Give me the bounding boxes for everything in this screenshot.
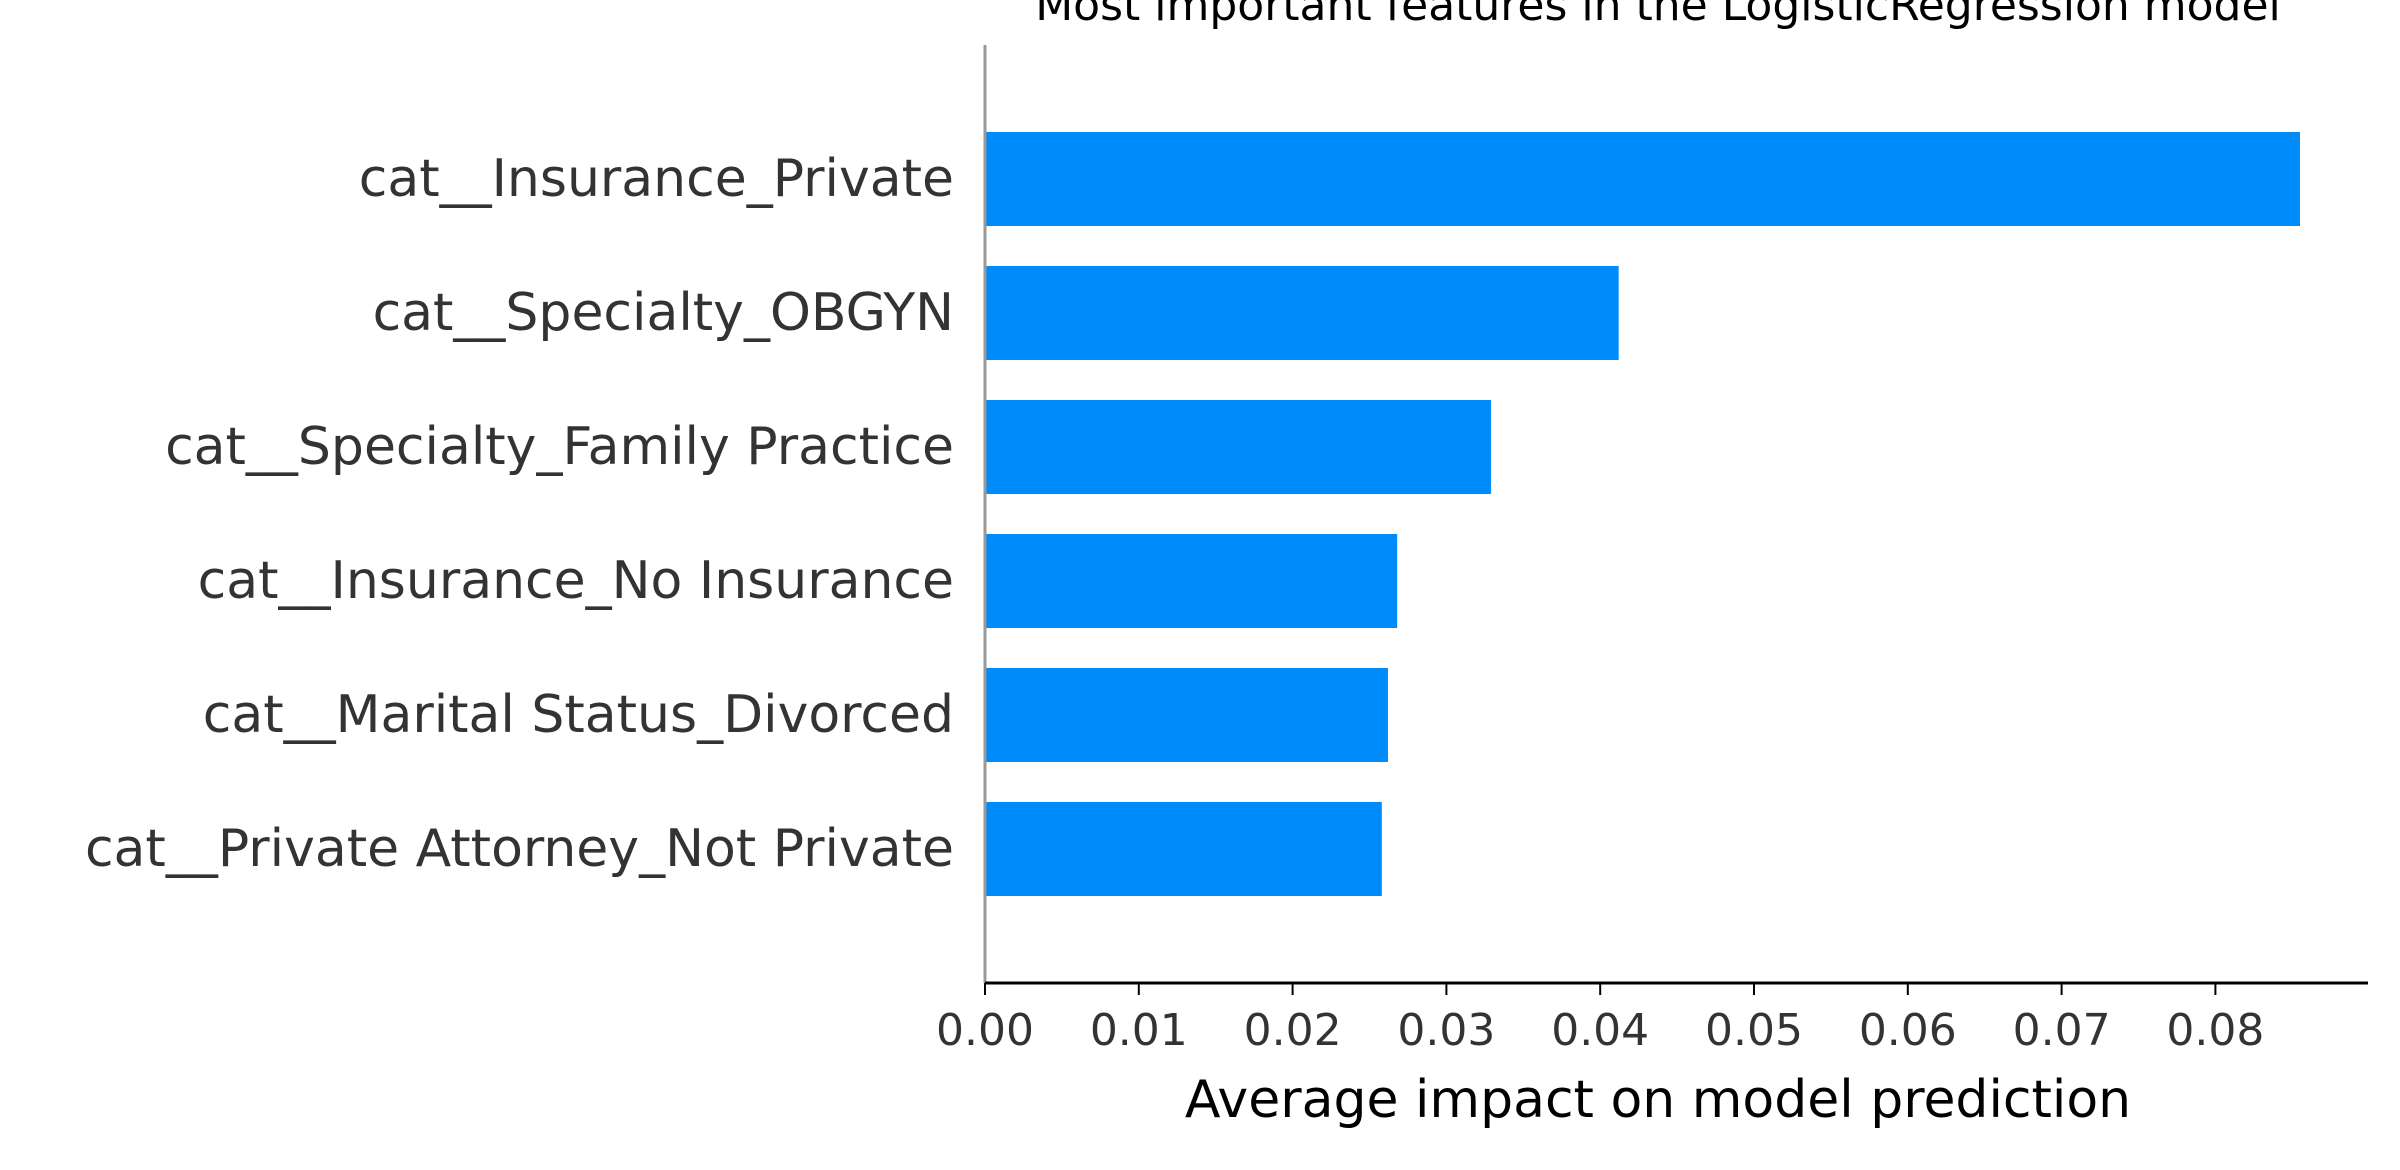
x-tick-label: 0.01: [1090, 1005, 1188, 1056]
x-tick-label: 0.05: [1705, 1005, 1803, 1056]
x-tick-label: 0.04: [1551, 1005, 1649, 1056]
x-tick-label: 0.06: [1859, 1005, 1957, 1056]
category-label: cat__Insurance_No Insurance: [198, 551, 954, 611]
x-axis-title: Average impact on model prediction: [1185, 1070, 2131, 1130]
bar-2: [985, 266, 1619, 360]
bar-1: [985, 132, 2300, 226]
chart-title: Most important features in the LogisticR…: [1035, 0, 2281, 31]
category-label: cat__Private Attorney_Not Private: [85, 819, 954, 879]
bar-6: [985, 802, 1382, 896]
x-tick-label: 0.07: [2013, 1005, 2111, 1056]
category-label: cat__Specialty_OBGYN: [373, 283, 954, 343]
x-tick-label: 0.00: [936, 1005, 1034, 1056]
bars-layer: [985, 132, 2300, 896]
x-tick-label: 0.03: [1397, 1005, 1495, 1056]
x-axis-ticks: 0.00 0.01 0.02 0.03 0.04 0.05 0.06 0.07 0.08: [936, 983, 2264, 1056]
bar-4: [985, 534, 1398, 628]
category-label: cat__Marital Status_Divorced: [203, 685, 954, 745]
x-tick-label: 0.02: [1244, 1005, 1342, 1056]
category-label: cat__Insurance_Private: [359, 149, 954, 209]
category-labels: cat__Insurance_Private cat__Specialty_OBG…: [85, 149, 954, 879]
x-tick-label: 0.08: [2166, 1005, 2264, 1056]
category-label: cat__Specialty_Family Practice: [165, 417, 954, 477]
bar-3: [985, 400, 1492, 494]
bar-5: [985, 668, 1388, 762]
